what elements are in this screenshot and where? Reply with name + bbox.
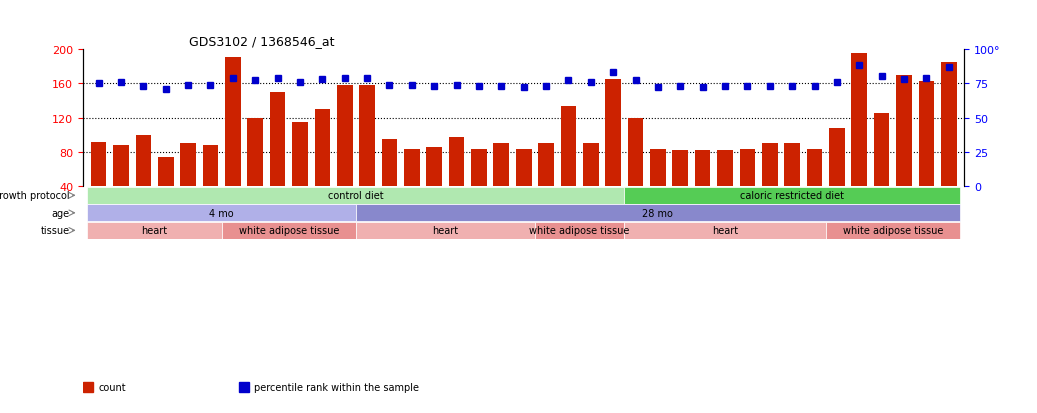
- Bar: [695, 151, 710, 221]
- Bar: [538, 144, 554, 221]
- Bar: [225, 58, 241, 221]
- Text: 28 mo: 28 mo: [643, 208, 673, 218]
- Bar: [874, 114, 890, 221]
- Bar: [180, 144, 196, 221]
- Bar: [449, 138, 465, 221]
- Bar: [113, 146, 129, 221]
- Bar: [337, 85, 353, 221]
- Bar: [650, 149, 666, 221]
- Bar: [248, 118, 263, 221]
- FancyBboxPatch shape: [356, 205, 960, 222]
- Bar: [919, 82, 934, 221]
- Bar: [718, 151, 733, 221]
- FancyBboxPatch shape: [87, 222, 222, 239]
- Bar: [561, 107, 577, 221]
- FancyBboxPatch shape: [624, 222, 825, 239]
- Text: tissue: tissue: [40, 226, 69, 236]
- Bar: [359, 85, 375, 221]
- Text: white adipose tissue: white adipose tissue: [530, 226, 629, 236]
- Bar: [136, 135, 151, 221]
- Bar: [807, 149, 822, 221]
- Bar: [202, 146, 219, 221]
- Bar: [239, 382, 249, 392]
- FancyBboxPatch shape: [87, 188, 624, 204]
- Bar: [382, 140, 397, 221]
- Bar: [896, 75, 912, 221]
- Bar: [314, 110, 330, 221]
- Text: percentile rank within the sample: percentile rank within the sample: [254, 382, 419, 392]
- Bar: [784, 144, 800, 221]
- Bar: [851, 54, 867, 221]
- FancyBboxPatch shape: [535, 222, 624, 239]
- Text: control diet: control diet: [328, 191, 384, 201]
- Bar: [627, 118, 643, 221]
- Bar: [494, 144, 509, 221]
- Text: 4 mo: 4 mo: [209, 208, 234, 218]
- FancyBboxPatch shape: [87, 205, 356, 222]
- Bar: [471, 149, 486, 221]
- Bar: [941, 62, 956, 221]
- Text: heart: heart: [432, 226, 458, 236]
- Bar: [672, 151, 689, 221]
- Bar: [83, 382, 93, 392]
- Text: age: age: [52, 208, 69, 218]
- Text: count: count: [99, 382, 127, 392]
- Text: caloric restricted diet: caloric restricted diet: [740, 191, 844, 201]
- Bar: [739, 149, 755, 221]
- Bar: [404, 149, 420, 221]
- Bar: [583, 144, 598, 221]
- FancyBboxPatch shape: [825, 222, 960, 239]
- Bar: [606, 80, 621, 221]
- Text: growth protocol: growth protocol: [0, 191, 69, 201]
- Bar: [270, 93, 285, 221]
- Text: white adipose tissue: white adipose tissue: [843, 226, 943, 236]
- Bar: [426, 147, 442, 221]
- Text: heart: heart: [141, 226, 168, 236]
- Text: heart: heart: [712, 226, 738, 236]
- Bar: [91, 142, 107, 221]
- Bar: [762, 144, 778, 221]
- Bar: [158, 158, 173, 221]
- FancyBboxPatch shape: [222, 222, 356, 239]
- Bar: [829, 128, 845, 221]
- Text: white adipose tissue: white adipose tissue: [239, 226, 339, 236]
- Bar: [515, 149, 532, 221]
- Bar: [292, 123, 308, 221]
- FancyBboxPatch shape: [624, 188, 960, 204]
- FancyBboxPatch shape: [356, 222, 535, 239]
- Text: GDS3102 / 1368546_at: GDS3102 / 1368546_at: [189, 36, 334, 48]
